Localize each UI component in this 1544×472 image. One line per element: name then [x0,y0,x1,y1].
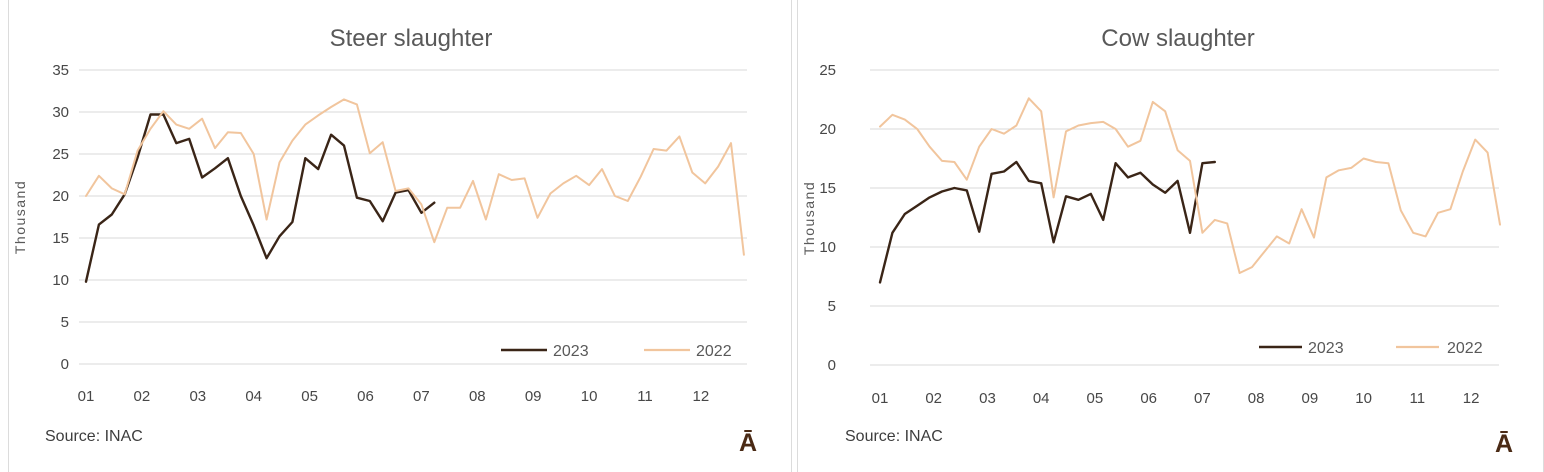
y-tick-label-25: 25 [52,146,69,163]
y-tick-label-30: 30 [52,104,69,121]
y-tick-label-0: 0 [828,357,836,374]
legend-label-2023: 2023 [553,343,589,360]
x-tick-label-09: 09 [1302,390,1319,407]
source-note: Source: INAC [845,428,943,445]
x-tick-label-05: 05 [301,388,318,405]
x-tick-label-01: 01 [78,388,95,405]
chart-title: Steer slaughter [330,25,493,52]
x-tick-label-12: 12 [1463,390,1480,407]
x-tick-label-10: 10 [581,388,598,405]
y-tick-label-20: 20 [819,121,836,138]
cow-slaughter-panel: 0 5 10 15 20 25 01 02 03 04 05 06 07 08 09 10 11 12 Cow s… [797,0,1544,472]
corner-glyph: Ā [739,429,757,457]
legend-label-2023: 2023 [1308,340,1344,357]
x-tick-label-03: 03 [189,388,206,405]
series-line-2023 [878,160,1216,284]
legend-label-2022: 2022 [1447,340,1483,357]
y-tick-label-25: 25 [819,62,836,79]
x-tick-label-02: 02 [134,388,151,405]
x-tick-label-06: 06 [357,388,374,405]
corner-glyph: Ā [1495,430,1513,458]
x-tick-label-09: 09 [525,388,542,405]
x-tick-label-08: 08 [1248,390,1265,407]
y-tick-label-10: 10 [52,272,69,289]
y-tick-label-35: 35 [52,62,69,79]
x-tick-label-02: 02 [925,390,942,407]
x-tick-label-04: 04 [245,388,262,405]
y-tick-label-5: 5 [828,298,836,315]
x-tick-label-07: 07 [1194,390,1211,407]
y-tick-label-5: 5 [61,314,69,331]
y-tick-label-20: 20 [52,188,69,205]
chart-title: Cow slaughter [1101,25,1254,52]
x-tick-label-05: 05 [1087,390,1104,407]
x-tick-label-07: 07 [413,388,430,405]
y-axis-title: Thousand [801,181,817,255]
y-tick-label-10: 10 [819,239,836,256]
steer-slaughter-panel: 0 5 10 15 20 25 30 35 01 02 03 04 05 06 07 08 09 10 11 12 S… [8,0,792,472]
series-line-2022 [879,97,1501,274]
series-line-2023 [84,113,436,283]
x-tick-label-11: 11 [637,388,653,405]
x-tick-label-11: 11 [1410,390,1426,407]
x-tick-label-06: 06 [1140,390,1157,407]
x-tick-label-03: 03 [979,390,996,407]
x-tick-label-08: 08 [469,388,486,405]
x-tick-label-10: 10 [1355,390,1372,407]
y-axis-title: Thousand [12,180,28,254]
source-note: Source: INAC [45,428,143,445]
x-tick-label-01: 01 [872,390,889,407]
y-tick-label-15: 15 [52,230,69,247]
x-tick-label-12: 12 [693,388,710,405]
legend-label-2022: 2022 [696,343,732,360]
steer-series-layer [84,98,745,283]
cow-series-layer [878,97,1501,284]
y-tick-label-15: 15 [819,180,836,197]
series-line-2022 [85,98,745,256]
y-tick-label-0: 0 [61,356,69,373]
x-tick-label-04: 04 [1033,390,1050,407]
